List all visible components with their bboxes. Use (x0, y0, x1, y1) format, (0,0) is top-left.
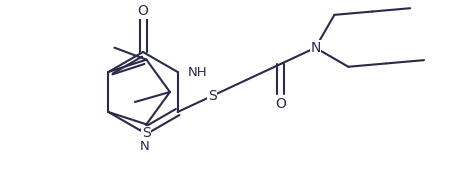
Text: O: O (138, 4, 149, 18)
Text: S: S (142, 126, 151, 140)
Text: S: S (207, 89, 217, 103)
Text: N: N (310, 41, 321, 55)
Text: NH: NH (188, 65, 207, 78)
Text: O: O (276, 97, 287, 111)
Text: N: N (140, 140, 150, 153)
